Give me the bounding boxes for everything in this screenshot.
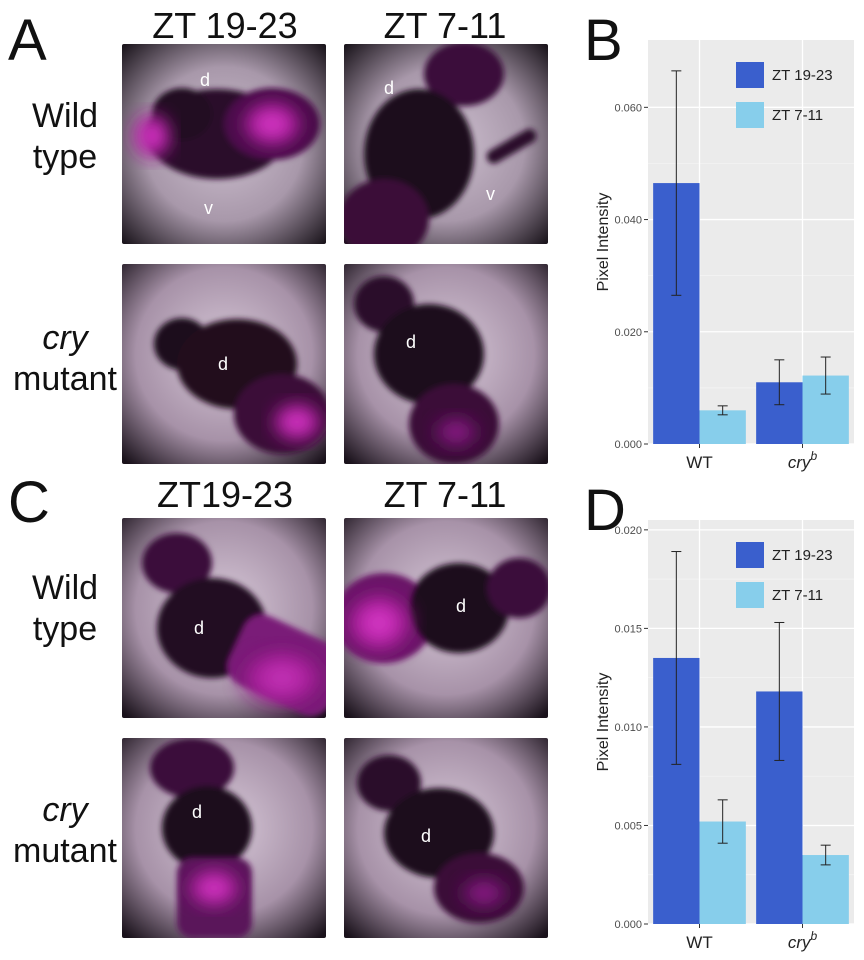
photo-label-dorsal: d xyxy=(456,596,466,616)
photo-label-ventral: v xyxy=(486,184,495,204)
photo-label-dorsal: d xyxy=(406,332,416,352)
error-bar xyxy=(717,405,728,416)
top-row-label-wildtype: Wild type xyxy=(0,96,130,179)
error-bar xyxy=(820,356,831,395)
bar-zt-7-11-cry xyxy=(802,855,849,924)
photo-bottom-wildtype-zt19: d xyxy=(122,518,326,718)
photo-label-dorsal: d xyxy=(194,618,204,638)
photo-top-wildtype-zt7: d v xyxy=(344,44,548,244)
row-label-line2: mutant xyxy=(13,360,117,399)
panel-letter-d: D xyxy=(584,478,626,543)
panel-letter-a: A xyxy=(8,8,47,73)
legend-swatch xyxy=(736,62,764,88)
bar-zt-7-11-wt xyxy=(699,410,746,444)
top-column-header-zt7: ZT 7-11 xyxy=(383,5,507,46)
bottom-column-header-zt7: ZT 7-11 xyxy=(383,474,507,515)
x-tick-label: cryb xyxy=(788,929,818,952)
bottom-column-header-zt19: ZT19-23 xyxy=(156,474,294,515)
row-label-line2: type xyxy=(32,138,98,177)
y-tick-label: 0.000 xyxy=(614,919,642,931)
legend-label: ZT 7-11 xyxy=(772,107,823,124)
x-tick-label: WT xyxy=(686,453,712,472)
chart-b-svg: 0.000 0.020 0.040 0.060 WT cryb Pixel Intensit… xyxy=(595,40,854,472)
photo-bottom-cry-zt19: d xyxy=(122,738,326,938)
photo-label-dorsal: d xyxy=(218,354,228,374)
legend-entry: ZT 19-23 xyxy=(736,62,833,88)
photo-top-wildtype-zt19: d v xyxy=(122,44,326,244)
chart-d-svg: 0.000 0.005 0.010 0.015 0.020 WT cryb Pixel Int… xyxy=(595,520,854,952)
error-bar xyxy=(820,844,831,866)
legend-entry: ZT 19-23 xyxy=(736,542,833,568)
photo-top-cry-zt7: d xyxy=(344,264,548,464)
x-tick-label: cryb xyxy=(788,449,818,472)
y-tick-label: 0.010 xyxy=(614,722,642,734)
photo-bottom-cry-zt7: d xyxy=(344,738,548,938)
error-bar xyxy=(717,799,728,844)
legend-label: ZT 7-11 xyxy=(772,587,823,604)
photo-label-dorsal: d xyxy=(384,78,394,98)
row-label-line1: cry xyxy=(42,319,88,357)
legend-entry: ZT 7-11 xyxy=(736,582,823,608)
error-bar xyxy=(774,621,785,761)
error-bar xyxy=(671,70,682,296)
top-column-header-zt19: ZT 19-23 xyxy=(152,5,298,46)
y-tick-label: 0.040 xyxy=(614,215,642,227)
row-label-line2: mutant xyxy=(13,832,117,871)
row-label-line2: type xyxy=(32,610,98,649)
row-label-line1: Wild xyxy=(31,569,99,607)
photo-label-dorsal: d xyxy=(421,826,431,846)
error-bar xyxy=(774,359,785,406)
legend-swatch xyxy=(736,102,764,128)
chart-d: 0.000 0.005 0.010 0.015 0.020 WT cryb Pixel Int… xyxy=(584,520,854,960)
y-tick-label: 0.020 xyxy=(614,327,642,339)
y-tick-label: 0.060 xyxy=(614,102,642,114)
y-axis-label: Pixel Intensity xyxy=(595,673,612,772)
photo-label-dorsal: d xyxy=(200,70,210,90)
panel-letter-c: C xyxy=(8,470,50,535)
y-tick-label: 0.000 xyxy=(614,439,642,451)
y-tick-label: 0.020 xyxy=(614,525,642,537)
x-tick-label: WT xyxy=(686,933,712,952)
chart-b: 0.000 0.020 0.040 0.060 WT cryb Pixel Intensit… xyxy=(584,40,854,480)
photo-bottom-wildtype-zt7: d xyxy=(344,518,548,718)
legend-label: ZT 19-23 xyxy=(772,547,833,564)
legend-label: ZT 19-23 xyxy=(772,67,833,84)
error-bar xyxy=(671,551,682,765)
panel-letter-b: B xyxy=(584,8,623,73)
y-tick-label: 0.005 xyxy=(614,820,642,832)
row-label-line1: cry xyxy=(42,791,88,829)
top-row-label-cry-mutant: cry mutant xyxy=(0,318,130,401)
photo-top-cry-zt19: d xyxy=(122,264,326,464)
y-tick-label: 0.015 xyxy=(614,623,642,635)
row-label-line1: Wild xyxy=(31,97,99,135)
photo-label-dorsal: d xyxy=(192,802,202,822)
y-axis-label: Pixel Intensity xyxy=(595,193,612,292)
legend-swatch xyxy=(736,542,764,568)
photo-label-ventral: v xyxy=(204,198,213,218)
legend-swatch xyxy=(736,582,764,608)
bottom-row-label-cry-mutant: cry mutant xyxy=(0,790,130,873)
legend-entry: ZT 7-11 xyxy=(736,102,823,128)
bottom-row-label-wildtype: Wild type xyxy=(0,568,130,651)
